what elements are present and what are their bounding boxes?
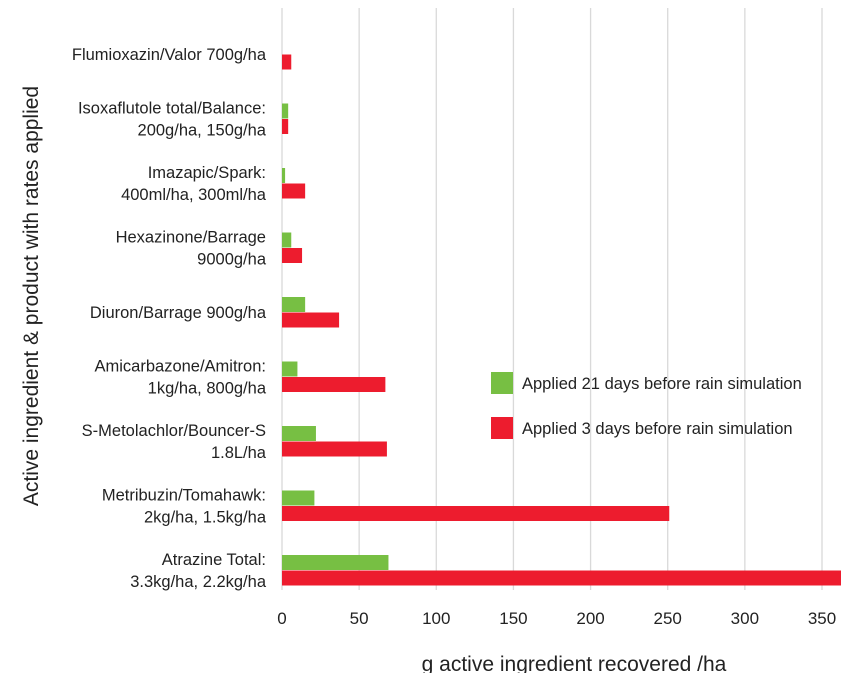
category-label: Atrazine Total:	[162, 551, 266, 569]
category-label: S-Metolachlor/Bouncer-S	[82, 422, 266, 440]
x-tick-label: 350	[808, 609, 836, 628]
x-tick-label: 200	[576, 609, 604, 628]
bar-21-days	[282, 555, 389, 570]
legend-label: Applied 21 days before rain simulation	[522, 375, 802, 393]
bar-3-days	[282, 54, 292, 70]
bar-3-days	[282, 312, 340, 328]
legend-swatch	[491, 372, 513, 394]
category-label: Isoxaflutole total/Balance:	[78, 100, 266, 118]
bar-21-days	[282, 426, 316, 441]
bar-3-days	[282, 183, 306, 199]
x-tick-label: 50	[350, 609, 369, 628]
gridlines	[281, 8, 823, 590]
bar-21-days	[282, 490, 315, 506]
legend: Applied 21 days before rain simulation Ap…	[491, 372, 802, 439]
x-tick-label: 300	[731, 609, 759, 628]
category-label: 1.8L/ha	[211, 444, 267, 462]
category-label: 9000g/ha	[197, 251, 267, 269]
category-label: 200g/ha, 150g/ha	[138, 122, 267, 140]
category-label: 1kg/ha, 800g/ha	[148, 380, 267, 398]
category-label: Imazapic/Spark:	[148, 164, 266, 182]
x-tick-label: 100	[422, 609, 450, 628]
category-label: Amicarbazone/Amitron:	[95, 358, 267, 376]
category-label: Diuron/Barrage 900g/ha	[90, 304, 267, 322]
bar-21-days	[282, 168, 286, 183]
category-labels: Flumioxazin/Valor 700g/ha Isoxaflutole to…	[72, 46, 267, 591]
bar-3-days	[282, 248, 303, 263]
x-axis-title: g active ingredient recovered /ha	[422, 653, 727, 673]
legend-label: Applied 3 days before rain simulation	[522, 420, 793, 438]
x-tick-label: 0	[277, 609, 286, 628]
x-tick-labels: 0 50 100 150 200 250 300 350	[277, 609, 836, 628]
x-tick-label: 250	[654, 609, 682, 628]
bar-21-days	[282, 361, 298, 377]
bars	[282, 54, 841, 586]
bar-3-days	[282, 570, 841, 586]
category-label: Flumioxazin/Valor 700g/ha	[72, 46, 267, 64]
x-tick-label: 150	[499, 609, 527, 628]
bar-3-days	[282, 441, 387, 457]
category-label: Hexazinone/Barrage	[116, 229, 266, 247]
category-label: Metribuzin/Tomahawk:	[102, 487, 266, 505]
category-label: 400ml/ha, 300ml/ha	[121, 186, 267, 204]
bar-3-days	[282, 506, 670, 521]
bar-21-days	[282, 297, 306, 312]
category-label: 2kg/ha, 1.5kg/ha	[144, 509, 267, 527]
legend-swatch	[491, 417, 513, 439]
bar-3-days	[282, 119, 289, 134]
bar-3-days	[282, 377, 386, 392]
y-axis-title: Active ingredient & product with rates a…	[20, 86, 43, 506]
bar-21-days	[282, 103, 289, 119]
category-label: 3.3kg/ha, 2.2kg/ha	[130, 573, 267, 591]
bar-21-days	[282, 232, 292, 248]
